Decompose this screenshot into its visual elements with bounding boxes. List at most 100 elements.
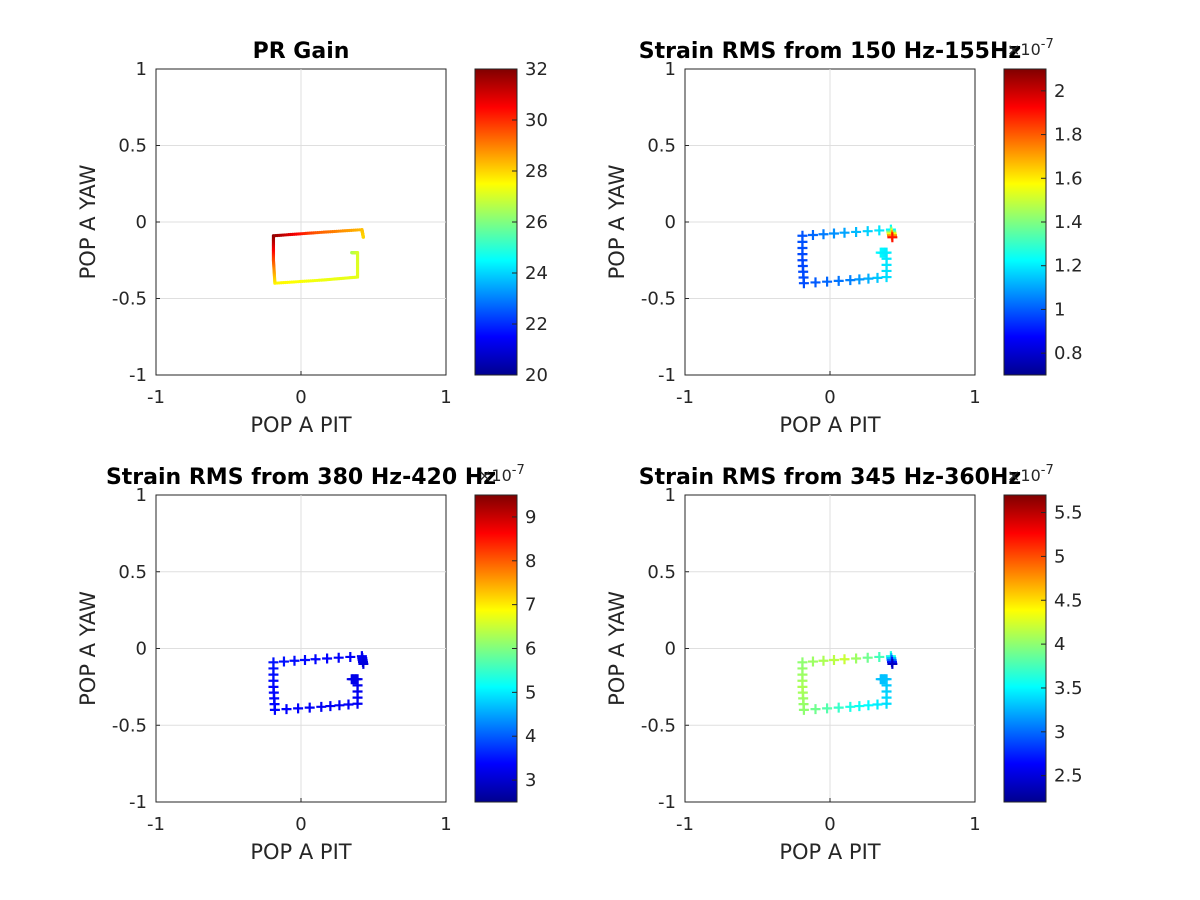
y-tick-label: 0.5	[647, 136, 676, 157]
data-point	[874, 225, 885, 236]
y-tick-label: -0.5	[112, 289, 147, 310]
data-point	[887, 232, 898, 243]
colorbar-tick-label: 5	[1054, 546, 1065, 567]
chart-title: PR Gain	[253, 39, 350, 64]
data-point	[807, 656, 818, 667]
data-point	[851, 653, 862, 664]
colorbar-tick-label: 32	[525, 59, 548, 80]
x-tick-label: -1	[676, 387, 694, 408]
data-point	[845, 275, 856, 286]
x-tick-label: 0	[295, 814, 306, 835]
y-tick-label: -0.5	[641, 715, 676, 736]
x-tick-label: -1	[147, 387, 165, 408]
data-points	[797, 224, 898, 289]
data-point	[807, 230, 818, 241]
data-point	[854, 701, 865, 712]
colorbar: 2 1.8 1.6 1.4 1.2 1 0.8 ×10-7	[1003, 37, 1083, 376]
data-point	[345, 651, 356, 662]
data-point	[333, 652, 344, 663]
colorbar-tick-label: 28	[525, 161, 548, 182]
data-point	[334, 700, 345, 711]
y-axis-label: POP A YAW	[76, 164, 100, 279]
data-point	[822, 703, 833, 714]
colorbar-exponent-power: -7	[512, 463, 525, 478]
subplot-1: -1 0 1 1 0.5 0 -0.5 -1 POP A PIT POP A YAW PR Gain…	[76, 39, 548, 437]
colorbar-exponent-power: -7	[1041, 463, 1054, 478]
colorbar-tick-label: 2.5	[1054, 766, 1083, 787]
data-point	[881, 698, 892, 709]
colorbar: 5.5 5 4.5 4 3.5 3 2.5 ×10-7	[1003, 463, 1083, 803]
data-point	[278, 656, 289, 667]
data-point	[839, 227, 850, 238]
subplot-3: -1 0 1 1 0.5 0 -0.5 -1 POP A PIT POP A YAW Strain …	[76, 463, 536, 864]
data-point	[833, 275, 844, 286]
data-point	[854, 274, 865, 285]
data-point	[325, 701, 336, 712]
data-point	[358, 658, 369, 669]
colorbar-bar	[474, 494, 518, 803]
colorbar-tick-label: 3.5	[1054, 678, 1083, 699]
data-point	[810, 277, 821, 288]
colorbar-tick-label: 1	[1054, 299, 1065, 320]
data-point	[818, 229, 829, 240]
colorbar-tick-label: 4	[525, 726, 536, 747]
colorbar-tick-label: 3	[1054, 722, 1065, 743]
x-tick-label: 0	[824, 387, 835, 408]
x-axis-label: POP A PIT	[779, 840, 880, 864]
colorbar-tick-label: 0.8	[1054, 343, 1083, 364]
data-point	[322, 653, 333, 664]
data-point	[822, 276, 833, 287]
data-point	[872, 699, 883, 710]
data-point	[828, 655, 839, 666]
colorbar-tick-label: 1.6	[1054, 168, 1083, 189]
colorbar-tick-label: 6	[525, 639, 536, 660]
subplot-2: -1 0 1 1 0.5 0 -0.5 -1 POP A PIT POP A YAW Strain …	[605, 37, 1083, 437]
y-tick-label: 0.5	[118, 562, 147, 583]
colorbar-bar	[474, 68, 518, 376]
data-point	[293, 703, 304, 714]
chart-title: Strain RMS from 150 Hz-155Hz	[639, 39, 1021, 64]
data-point	[887, 658, 898, 669]
data-point	[810, 704, 821, 715]
colorbar-tick-label: 1.4	[1054, 212, 1083, 233]
data-point	[343, 699, 354, 710]
data-points	[268, 651, 369, 715]
y-tick-label: 1	[665, 485, 676, 506]
data-point	[851, 226, 862, 237]
y-tick-label: -1	[129, 792, 147, 813]
data-point	[299, 655, 310, 666]
data-point	[304, 702, 315, 713]
colorbar-tick-label: 7	[525, 595, 536, 616]
data-point	[818, 655, 829, 666]
y-tick-label: -1	[658, 365, 676, 386]
colorbar-bar	[1003, 494, 1047, 803]
y-tick-label: -1	[658, 792, 676, 813]
data-points	[797, 651, 898, 715]
y-axis-label: POP A YAW	[605, 164, 629, 279]
colorbar-bar	[1003, 68, 1047, 376]
data-point	[289, 655, 300, 666]
y-tick-label: -0.5	[112, 715, 147, 736]
data-point	[828, 228, 839, 239]
data-point	[881, 272, 892, 283]
y-tick-label: 0	[136, 639, 147, 660]
y-tick-label: 1	[136, 485, 147, 506]
colorbar-tick-label: 5	[525, 682, 536, 703]
colorbar-tick-label: 26	[525, 212, 548, 233]
y-axis-label: POP A YAW	[605, 591, 629, 706]
y-tick-label: 0	[136, 212, 147, 233]
y-tick-label: 0.5	[647, 562, 676, 583]
data-point	[845, 701, 856, 712]
data-point	[352, 698, 363, 709]
x-axis-label: POP A PIT	[250, 840, 351, 864]
x-tick-label: 0	[824, 814, 835, 835]
data-point	[862, 226, 873, 237]
data-point	[833, 702, 844, 713]
data-point	[316, 701, 327, 712]
y-tick-label: 1	[136, 59, 147, 80]
colorbar-exponent-power: -7	[1041, 37, 1054, 52]
x-tick-label: 1	[969, 814, 980, 835]
chart-title: Strain RMS from 380 Hz-420 Hz	[106, 465, 496, 490]
data-point	[268, 657, 279, 668]
